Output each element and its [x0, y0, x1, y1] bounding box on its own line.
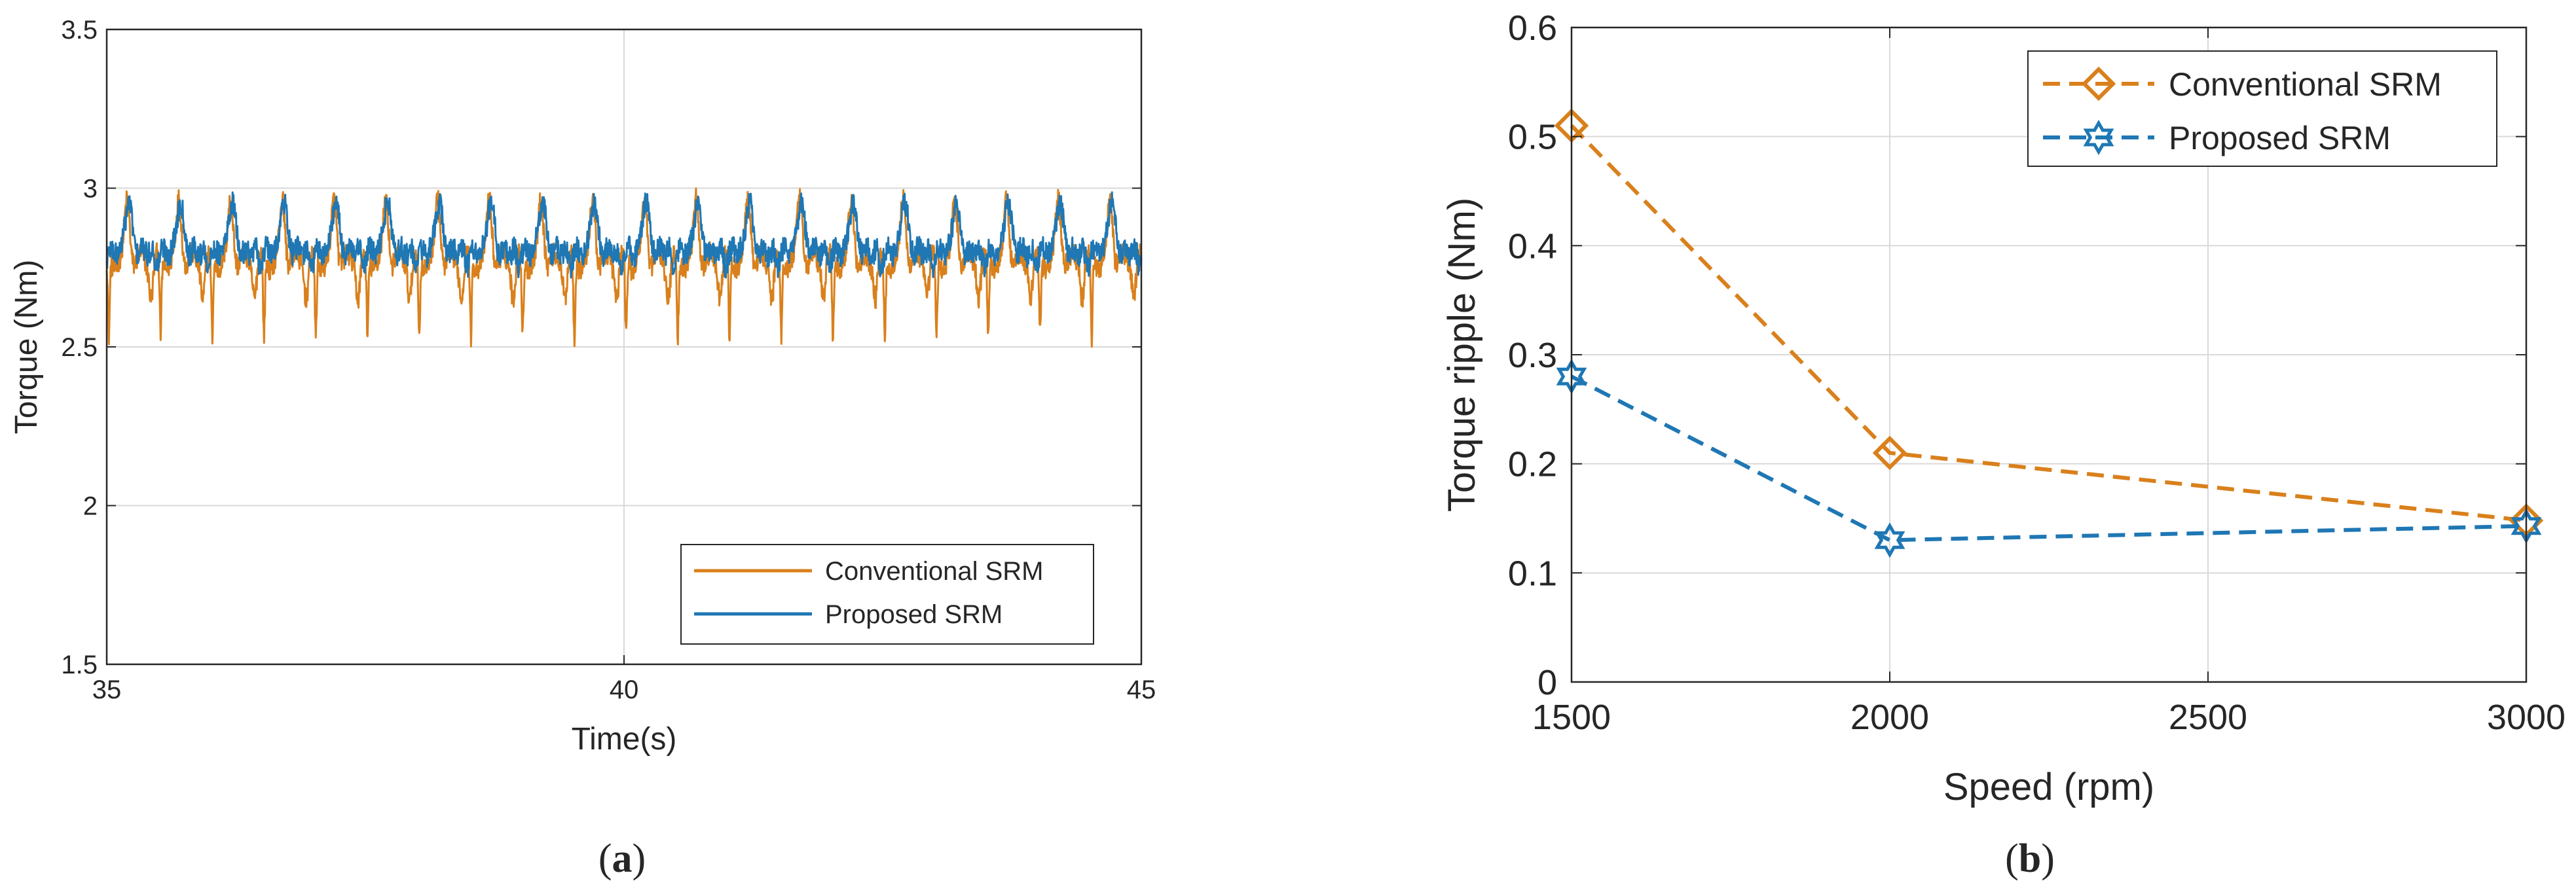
panel-b-series-conventional-line — [1570, 124, 2527, 523]
panel-a-xtick-label: 45 — [1127, 675, 1156, 704]
panel-a-legend: Conventional SRM Proposed SRM — [680, 544, 1094, 645]
panel-b-legend-conventional-label: Conventional SRM — [2169, 66, 2442, 103]
caption-a-letter: a — [612, 836, 633, 881]
panel-a-legend-proposed-label: Proposed SRM — [825, 600, 1003, 629]
panel-b-x-tick-labels: 1500 2000 2500 3000 — [1532, 698, 2566, 737]
caption-a: (a) — [598, 836, 646, 881]
panel-b-legend-proposed-label: Proposed SRM — [2169, 120, 2391, 156]
panel-b-y-axis-label: Torque ripple (Nm) — [1441, 198, 1483, 512]
panel-b: 0 0.1 0.2 0.3 0.4 0.5 0.6 1500 2000 2500… — [1441, 9, 2566, 808]
panel-b-xtick-label: 2000 — [1850, 698, 1929, 737]
panel-a-series — [105, 187, 1143, 348]
panel-a-ytick-label: 3.5 — [61, 16, 98, 45]
panel-b-ytick-label: 0.1 — [1508, 554, 1557, 593]
panel-a-x-axis-label: Time(s) — [572, 722, 677, 757]
panel-a-xtick-label: 35 — [92, 675, 122, 704]
panel-a-ytick-label: 2.5 — [61, 333, 98, 362]
panel-a-ticks — [106, 29, 1142, 665]
panel-b-ytick-label: 0.6 — [1508, 9, 1557, 48]
panel-a-x-tick-labels: 35 40 45 — [92, 675, 1156, 704]
panel-a-ytick-label: 3 — [83, 175, 98, 204]
panel-b-ytick-label: 0.5 — [1508, 118, 1557, 157]
panel-a-series-proposed — [105, 191, 1143, 279]
panel-a-xtick-label: 40 — [610, 675, 639, 704]
panel-b-series-proposed-line — [1570, 374, 2527, 543]
panel-b-legend: Conventional SRM Proposed SRM — [2027, 50, 2497, 167]
panel-a-ytick-label: 1.5 — [61, 651, 98, 679]
panel-b-ytick-label: 0.3 — [1508, 336, 1557, 375]
panel-b-proposed-point — [1874, 522, 1905, 558]
panel-a-legend-box — [680, 544, 1094, 645]
panel-b-legend-conventional-marker — [2081, 66, 2116, 101]
panel-b-ytick-label: 0 — [1537, 663, 1557, 702]
panel-b-ytick-label: 0.4 — [1508, 226, 1557, 266]
panel-a-legend-conventional-label: Conventional SRM — [825, 557, 1044, 586]
panel-b-ytick-label: 0.2 — [1508, 445, 1557, 484]
panel-b-y-tick-labels: 0 0.1 0.2 0.3 0.4 0.5 0.6 — [1508, 9, 1557, 702]
panel-a-y-tick-labels: 1.5 2 2.5 3 3.5 — [61, 16, 98, 679]
panel-b-legend-proposed-marker — [2083, 119, 2114, 156]
caption-b: (b) — [2005, 836, 2055, 881]
panel-b-xtick-label: 2500 — [2169, 698, 2247, 737]
panel-b-x-axis-label: Speed (rpm) — [1943, 766, 2154, 808]
panel-b-conventional-point — [1872, 435, 1907, 471]
panel-b-ticks — [1571, 27, 2527, 683]
panel-b-xtick-label: 1500 — [1532, 698, 1611, 737]
caption-b-letter: b — [2019, 836, 2041, 881]
panel-b-legend-box — [2027, 50, 2497, 167]
panel-b-xtick-label: 3000 — [2487, 698, 2566, 737]
panel-a-y-axis-label: Torque (Nm) — [9, 260, 44, 435]
panel-a: 1.5 2 2.5 3 3.5 35 40 45 Time(s) Torque … — [9, 16, 1156, 757]
panel-a-ytick-label: 2 — [83, 492, 98, 521]
